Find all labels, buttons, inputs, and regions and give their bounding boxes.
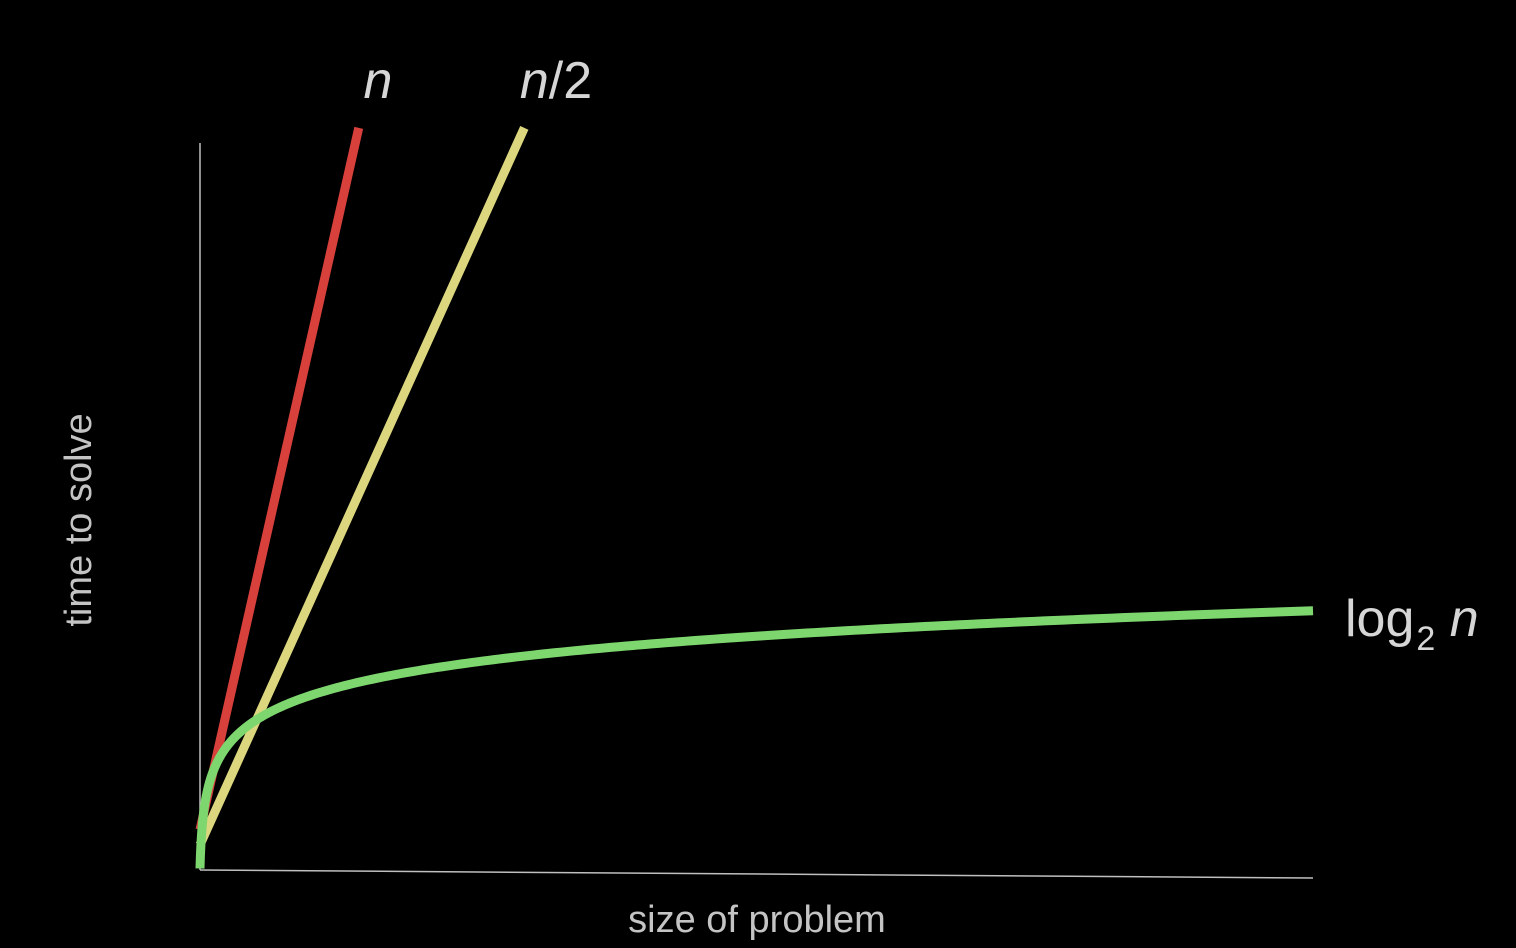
series-label-part: n [1435, 590, 1478, 648]
series-label-part: n [520, 52, 549, 110]
series-line-3 [195, 606, 1314, 873]
series-label-1: n [364, 52, 393, 110]
series-label-part: /2 [549, 52, 592, 110]
series-label-3: log2 n [1345, 590, 1479, 658]
series-label-part: log [1345, 590, 1414, 648]
x-axis [199, 869, 1314, 879]
y-axis-label: time to solve [58, 413, 100, 626]
series-label-part: 2 [1416, 620, 1435, 658]
x-axis-label: size of problem [628, 899, 886, 941]
series-layer [195, 125, 1314, 873]
series-label-2: n/2 [520, 52, 592, 110]
series-line-1 [195, 126, 364, 831]
series-label-part: n [364, 52, 393, 110]
series-line-2 [195, 125, 529, 847]
